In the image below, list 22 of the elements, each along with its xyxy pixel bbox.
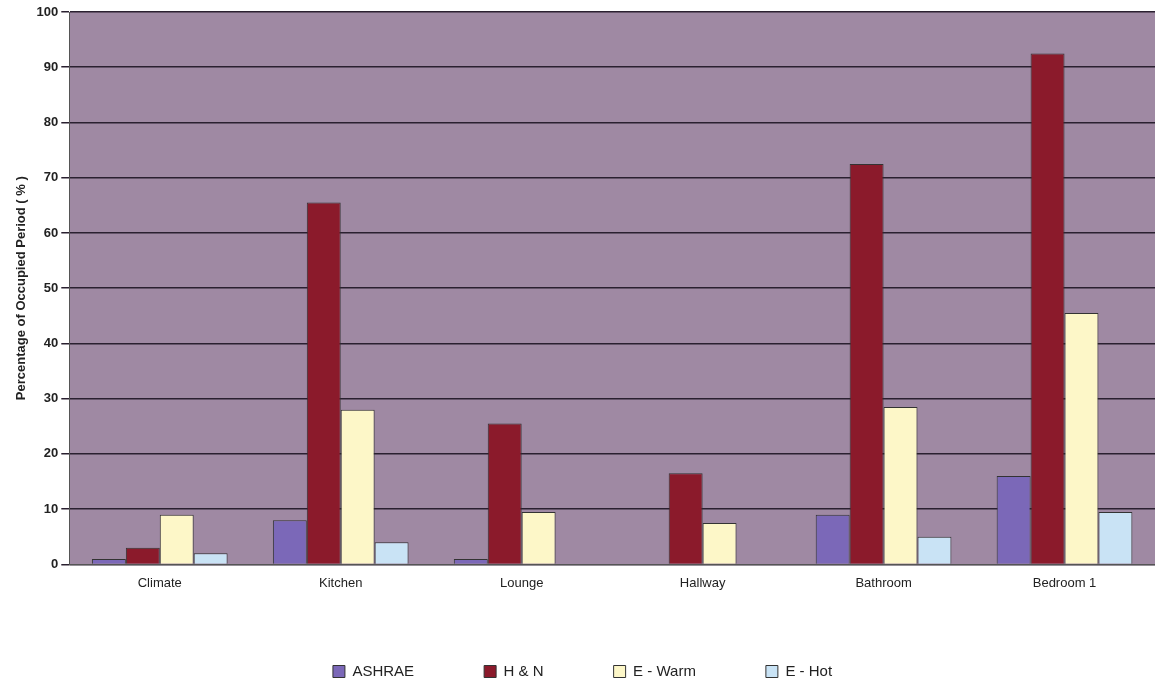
y-tick-label: 20: [43, 445, 59, 461]
legend-label: ASHRAE: [352, 661, 415, 679]
y-axis-title: Percentage of Occupied Period ( % ): [13, 176, 29, 401]
y-tick-label: 0: [51, 555, 59, 571]
x-tick-label: Lounge: [499, 574, 544, 590]
y-tick-label: 70: [43, 169, 59, 185]
y-tick-label: 90: [43, 58, 59, 74]
y-tick-label: 80: [43, 114, 59, 130]
y-tick-label: 10: [43, 500, 59, 516]
y-tick-label: 30: [43, 390, 59, 406]
x-tick-label: Climate: [137, 574, 182, 590]
x-tick-label: Bedroom 1: [1032, 574, 1097, 590]
legend-label: E - Warm: [633, 661, 696, 679]
legend-label: E - Hot: [785, 661, 833, 679]
y-tick-label: 40: [43, 335, 59, 351]
y-tick-label: 50: [43, 279, 59, 295]
x-tick-label: Kitchen: [319, 574, 363, 590]
y-tick-label: 60: [43, 224, 59, 240]
legend-label: H & N: [503, 661, 544, 679]
x-tick-label: Hallway: [679, 574, 726, 590]
y-tick-label: 100: [36, 3, 59, 19]
x-tick-label: Bathroom: [855, 574, 912, 590]
